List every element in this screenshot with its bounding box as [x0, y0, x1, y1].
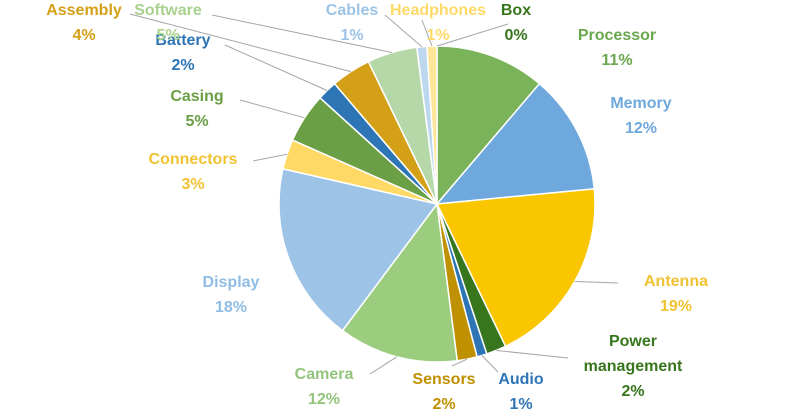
label-text-cables: Cables — [326, 2, 379, 19]
label-text-power-management: management — [584, 358, 683, 375]
value-headphones: 1% — [426, 27, 449, 44]
label-battery: Battery 2% — [155, 32, 210, 74]
value-box: 0% — [504, 27, 527, 44]
slice-memory — [435, 82, 596, 205]
label-connectors: Connectors 3% — [149, 151, 238, 193]
label-text-casing: Casing — [170, 88, 223, 105]
value-display: 18% — [215, 299, 247, 316]
label-text-headphones: Headphones — [390, 2, 486, 19]
label-processor: Processor 11% — [578, 27, 656, 69]
leader-lines — [129, 13, 619, 375]
leader-headphones — [421, 19, 433, 47]
value-camera: 12% — [308, 391, 340, 408]
label-casing: Casing 5% — [170, 88, 223, 130]
leader-sensors — [451, 358, 468, 367]
leader-antenna — [574, 281, 619, 284]
slice-processor — [436, 45, 541, 207]
label-text-processor: Processor — [578, 27, 656, 44]
label-audio: Audio 1% — [498, 371, 544, 413]
label-text-battery: Battery — [155, 32, 210, 49]
label-box: Box 0% — [501, 2, 531, 44]
value-processor: 11% — [601, 52, 632, 69]
label-display: Display 18% — [203, 274, 260, 316]
label-headphones: Headphones 1% — [390, 2, 486, 44]
label-memory: Memory 12% — [610, 95, 671, 137]
leader-assembly — [129, 13, 351, 73]
label-text-camera: Camera — [295, 366, 354, 383]
label-text-software: Software — [134, 2, 202, 19]
value-casing: 5% — [185, 113, 208, 130]
label-text-audio: Audio — [498, 371, 544, 388]
slice-headphones — [426, 45, 438, 205]
value-audio: 1% — [509, 396, 532, 413]
label-text-assembly: Assembly — [46, 2, 122, 19]
leader-power-management — [496, 349, 569, 359]
value-battery: 2% — [171, 57, 194, 74]
slice-antenna — [435, 188, 596, 348]
value-cables: 1% — [340, 27, 363, 44]
label-text-display: Display — [203, 274, 260, 291]
leader-software — [211, 14, 393, 54]
value-antenna: 19% — [660, 298, 692, 315]
leader-cables — [384, 14, 423, 48]
label-camera: Camera 12% — [295, 366, 354, 408]
slice-labels: Processor 11% Memory 12% Antenna 19% Power mana… — [46, 2, 708, 413]
leader-connectors — [252, 153, 288, 162]
label-power-management: Power management 2% — [584, 333, 683, 400]
leader-battery — [224, 44, 328, 91]
label-text-power-management: Power — [609, 333, 657, 350]
value-memory: 12% — [625, 120, 657, 137]
pie-slices — [278, 45, 596, 363]
label-software: Software 5% — [134, 2, 202, 44]
label-text-connectors: Connectors — [149, 151, 238, 168]
slice-display — [278, 167, 439, 332]
label-text-antenna: Antenna — [644, 273, 708, 290]
leader-box — [436, 23, 509, 47]
value-software: 5% — [156, 27, 179, 44]
value-connectors: 3% — [181, 176, 204, 193]
value-power-management: 2% — [621, 383, 644, 400]
label-text-memory: Memory — [610, 95, 671, 112]
value-sensors: 2% — [432, 396, 455, 413]
label-antenna: Antenna 19% — [644, 273, 708, 315]
leader-camera — [369, 356, 398, 375]
leader-audio — [481, 355, 499, 373]
label-text-box: Box — [501, 2, 531, 19]
slice-camera — [341, 202, 459, 363]
label-sensors: Sensors 2% — [412, 371, 475, 413]
label-assembly: Assembly 4% — [46, 2, 122, 44]
label-cables: Cables 1% — [326, 2, 379, 44]
leader-casing — [239, 99, 305, 119]
label-text-sensors: Sensors — [412, 371, 475, 388]
value-assembly: 4% — [72, 27, 95, 44]
